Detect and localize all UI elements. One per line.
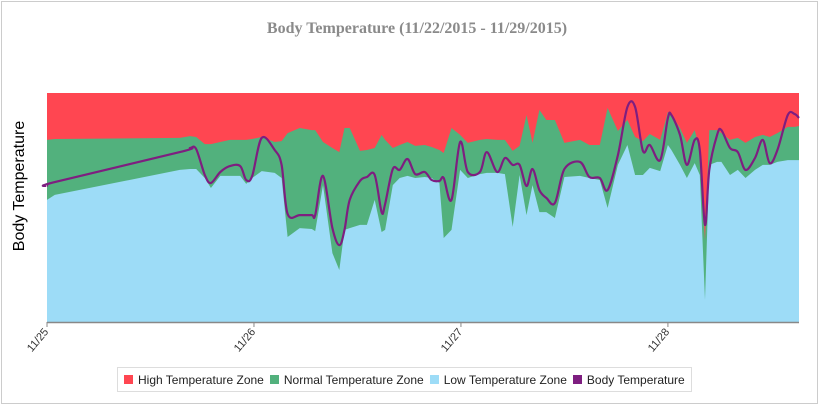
legend-item-high[interactable]: High Temperature Zone: [124, 373, 264, 387]
legend-label: Low Temperature Zone: [443, 372, 567, 387]
y-axis-label: Body Temperature: [11, 121, 28, 252]
legend-item-low[interactable]: Low Temperature Zone: [429, 372, 567, 387]
legend-swatch: [269, 375, 279, 384]
legend-swatch: [124, 375, 133, 384]
legend-swatch: [572, 375, 582, 384]
legend: High Temperature Zone Normal Temperature…: [117, 367, 692, 392]
x-tick-label: 11/27: [439, 326, 465, 354]
chart-title: Body Temperature (11/22/2015 - 11/29/201…: [267, 20, 567, 37]
low-temperature-zone-area: [47, 145, 799, 322]
legend-item-body-temperature[interactable]: Body Temperature: [572, 372, 685, 387]
legend-label: High Temperature Zone: [138, 372, 264, 387]
x-tick-label: 11/28: [646, 326, 672, 354]
x-tick-label: 11/26: [232, 326, 258, 354]
body-temperature-line: [41, 100, 800, 247]
x-tick-label: 11/25: [25, 326, 51, 354]
legend-label: Normal Temperature Zone: [283, 372, 424, 387]
legend-item-normal[interactable]: Normal Temperature Zone: [269, 372, 424, 387]
legend-swatch: [429, 375, 439, 384]
legend-label: Body Temperature: [586, 372, 685, 387]
